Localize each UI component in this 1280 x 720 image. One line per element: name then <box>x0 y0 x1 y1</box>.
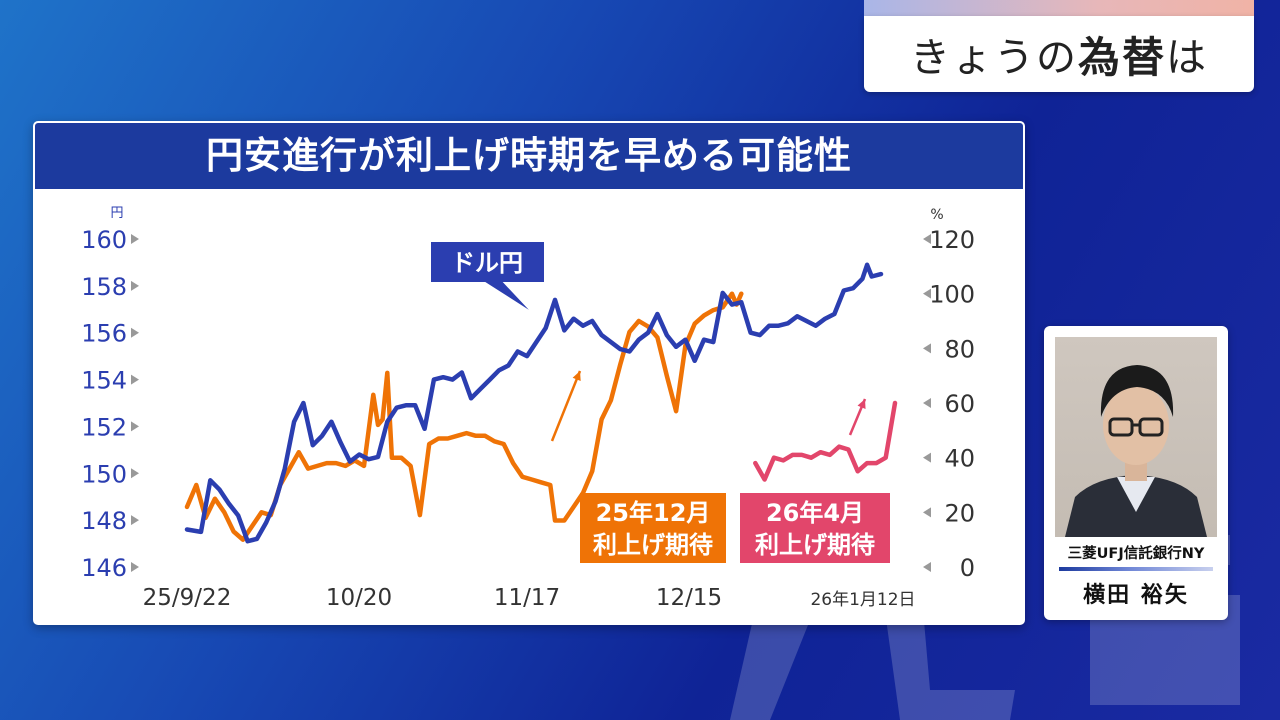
right-tick-arrow <box>923 452 931 463</box>
left-axis-ticks: 160 158 156 154 152 150 148 146 <box>81 226 139 582</box>
chart-card: 円安進行が利上げ時期を早める可能性 160 158 156 154 152 150 148 1… <box>33 121 1025 625</box>
right-tick-label: 100 <box>929 281 975 309</box>
left-tick-arrow <box>131 515 139 526</box>
left-tick-arrow <box>131 374 139 385</box>
apr-hike-line2: 利上げ期待 <box>755 531 875 559</box>
right-axis-unit: % <box>930 207 943 223</box>
x-tick-label: 12/15 <box>656 585 722 611</box>
chart-svg: 160 158 156 154 152 150 148 146 120 100 80 60 40 20 0… <box>81 206 975 611</box>
apr-hike-box <box>740 493 890 563</box>
right-axis-ticks: 120 100 80 60 40 20 0 <box>923 226 975 582</box>
left-tick-label: 150 <box>81 460 127 488</box>
apr-trend-arrow-head <box>857 399 866 409</box>
usdjpy-callout-box <box>429 240 546 316</box>
topic-banner: きょうの 為替 は <box>864 0 1254 92</box>
topic-box: きょうの 為替 は <box>864 16 1254 92</box>
topic-main: 為替 <box>1077 32 1166 82</box>
topic-prefix: きょうの <box>909 35 1078 81</box>
left-tick-label: 146 <box>81 554 127 582</box>
commentator-name: 横田 裕矢 <box>1083 583 1189 608</box>
right-tick-arrow <box>923 288 931 299</box>
left-tick-arrow <box>131 562 139 572</box>
left-axis-unit: 円 <box>110 206 123 221</box>
left-tick-label: 154 <box>81 367 127 395</box>
right-tick-arrow <box>923 343 931 354</box>
left-tick-arrow <box>131 234 139 244</box>
x-tick-label: 10/20 <box>326 585 392 611</box>
left-tick-arrow <box>131 468 139 479</box>
series-line-2 <box>753 400 898 482</box>
commentator-photo <box>1055 337 1217 537</box>
left-tick-label: 160 <box>81 226 127 254</box>
x-axis-labels: 25/9/22 10/20 11/17 12/15 26年1月12日 <box>143 585 916 611</box>
commentator-card: 三菱UFJ信託銀行NY 横田 裕矢 <box>1044 326 1228 620</box>
person-icon <box>1065 365 1207 537</box>
right-tick-arrow <box>923 398 931 408</box>
right-tick-label: 60 <box>944 390 975 418</box>
dec-hike-box <box>580 493 726 563</box>
series-line-1 <box>184 291 744 542</box>
company-underline <box>1059 567 1213 571</box>
apr-hike-label: 26年4月 利上げ期待 <box>740 493 890 563</box>
x-tick-label: 25/9/22 <box>143 585 232 611</box>
right-tick-label: 0 <box>960 554 975 582</box>
left-tick-label: 158 <box>81 273 127 301</box>
right-tick-arrow <box>923 234 931 244</box>
dec-hike-line2: 利上げ期待 <box>593 531 713 559</box>
left-tick-label: 148 <box>81 507 127 535</box>
topic-suffix: は <box>1166 35 1208 81</box>
left-tick-arrow <box>131 280 139 291</box>
trend-arrows <box>550 370 867 442</box>
commentator-company: 三菱UFJ信託銀行NY <box>1067 546 1205 562</box>
usdjpy-callout: ドル円 <box>429 240 546 316</box>
right-tick-label: 80 <box>944 335 975 363</box>
topic-stripe <box>864 0 1254 16</box>
dec-hike-label: 25年12月 利上げ期待 <box>580 493 726 563</box>
dec-trend-arrow <box>550 370 582 442</box>
dec-hike-line1: 25年12月 <box>596 499 711 527</box>
chart-title: 円安進行が利上げ時期を早める可能性 <box>35 123 1023 189</box>
right-tick-arrow <box>923 507 931 518</box>
left-tick-arrow <box>131 327 139 338</box>
left-tick-label: 156 <box>81 320 127 348</box>
apr-hike-line1: 26年4月 <box>766 499 864 527</box>
right-tick-label: 120 <box>929 226 975 254</box>
left-tick-arrow <box>131 421 139 432</box>
usdjpy-label: ドル円 <box>451 249 523 277</box>
right-tick-label: 40 <box>944 445 975 473</box>
right-tick-arrow <box>923 562 931 572</box>
series-line-0 <box>184 262 884 544</box>
dec-trend-arrow-head <box>572 371 581 381</box>
x-tick-label: 11/17 <box>494 585 560 611</box>
x-tick-label: 26年1月12日 <box>810 590 915 610</box>
series-lines <box>184 262 898 544</box>
right-tick-label: 20 <box>944 499 975 527</box>
left-tick-label: 152 <box>81 413 127 441</box>
